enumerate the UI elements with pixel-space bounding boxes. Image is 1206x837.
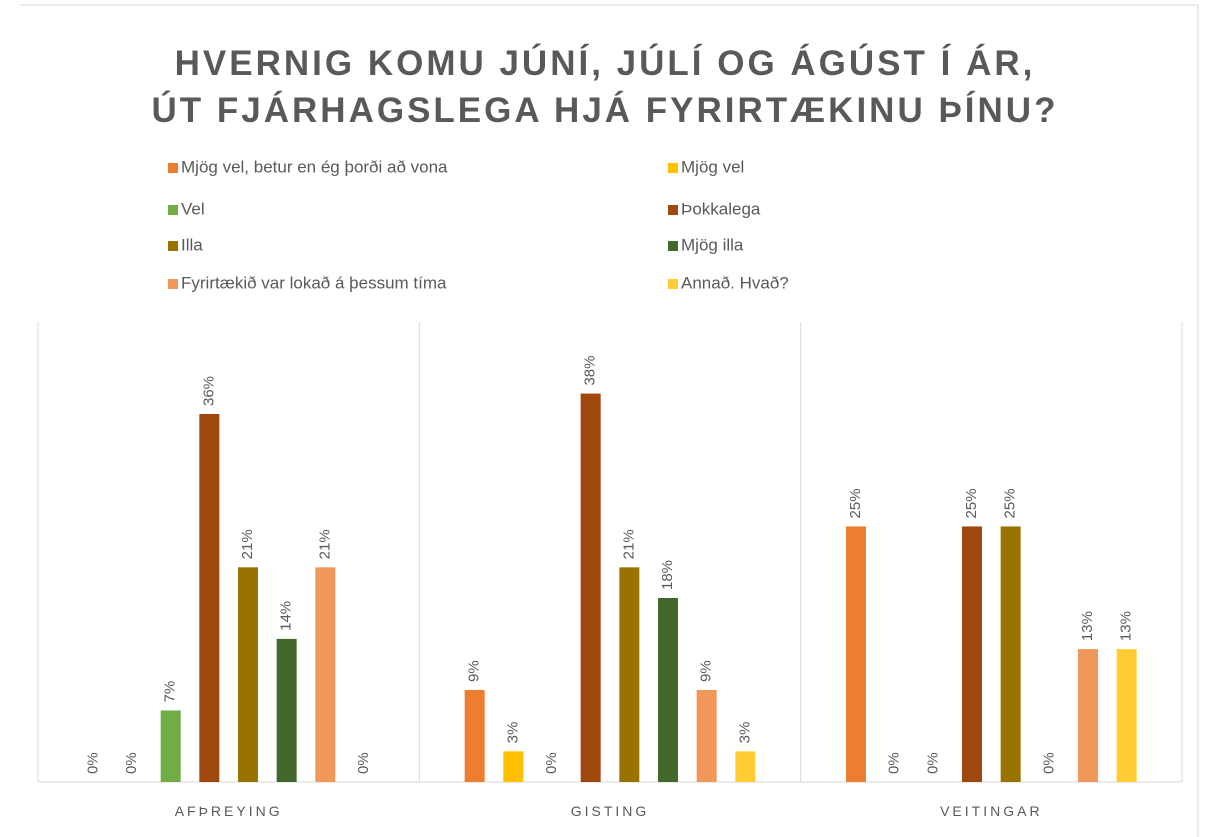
bar xyxy=(1116,649,1137,782)
data-label: 3% xyxy=(504,722,521,744)
data-label: 21% xyxy=(239,529,256,559)
data-label: 0% xyxy=(886,752,903,774)
data-label: 25% xyxy=(963,488,980,518)
bar xyxy=(464,690,485,782)
data-label: 9% xyxy=(698,660,715,682)
data-label: 13% xyxy=(1118,611,1135,641)
data-label: 3% xyxy=(736,722,753,744)
data-label: 0% xyxy=(123,752,140,774)
bar xyxy=(619,567,640,782)
x-tick-label: GISTING xyxy=(571,803,650,819)
data-label: 7% xyxy=(162,681,179,703)
data-label: 9% xyxy=(466,660,483,682)
legend-label: Þokkalega xyxy=(681,199,761,218)
data-label: 38% xyxy=(582,356,599,386)
data-label: 13% xyxy=(1079,611,1096,641)
bar xyxy=(503,751,524,782)
legend-label: Vel xyxy=(181,199,205,218)
data-label: 21% xyxy=(316,529,333,559)
bar xyxy=(846,526,866,782)
data-label: 36% xyxy=(200,376,217,406)
data-label: 0% xyxy=(543,752,560,774)
legend-swatch xyxy=(168,279,178,289)
legend-swatch xyxy=(668,279,678,289)
bar xyxy=(1078,649,1098,782)
bar xyxy=(658,598,678,782)
bar xyxy=(160,710,181,782)
legend-label: Fyrirtækið var lokað á þessum tíma xyxy=(181,273,447,292)
chart-border xyxy=(20,4,1199,837)
data-label: 0% xyxy=(84,752,101,774)
legend-swatch xyxy=(168,205,178,215)
bar xyxy=(315,567,336,782)
legend-swatch xyxy=(668,163,678,173)
data-label: 18% xyxy=(659,560,676,590)
bar xyxy=(696,690,717,782)
legend-label: Mjög vel, betur en ég þorði að vona xyxy=(181,157,448,176)
x-tick-label: VEITINGAR xyxy=(940,803,1042,819)
bar xyxy=(276,638,297,782)
bar xyxy=(1000,526,1021,782)
bar xyxy=(735,751,756,782)
legend-label: Annað. Hvað? xyxy=(681,273,789,292)
data-label: 0% xyxy=(355,752,372,774)
legend-label: Illa xyxy=(181,235,203,254)
chart-title: ÚT FJÁRHAGSLEGA HJÁ FYRIRTÆKINU ÞÍNU? xyxy=(152,90,1059,130)
data-label: 21% xyxy=(620,529,637,559)
bar xyxy=(238,567,258,782)
legend-swatch xyxy=(668,241,678,251)
legend-swatch xyxy=(168,163,178,173)
x-tick-label: AFÞREYING xyxy=(175,803,283,819)
legend-swatch xyxy=(668,205,678,215)
data-label: 0% xyxy=(1040,752,1057,774)
data-label: 25% xyxy=(1002,488,1019,518)
chart-title: HVERNIG KOMU JÚNÍ, JÚLÍ OG ÁGÚST Í ÁR, xyxy=(175,43,1036,83)
bar xyxy=(199,414,220,782)
data-label: 0% xyxy=(924,752,941,774)
legend-swatch xyxy=(168,241,178,251)
legend-label: Mjög vel xyxy=(681,157,744,176)
legend-label: Mjög illa xyxy=(681,235,744,254)
bar xyxy=(580,393,601,782)
data-label: 14% xyxy=(278,601,295,631)
bar xyxy=(962,526,982,782)
data-label: 25% xyxy=(847,488,864,518)
